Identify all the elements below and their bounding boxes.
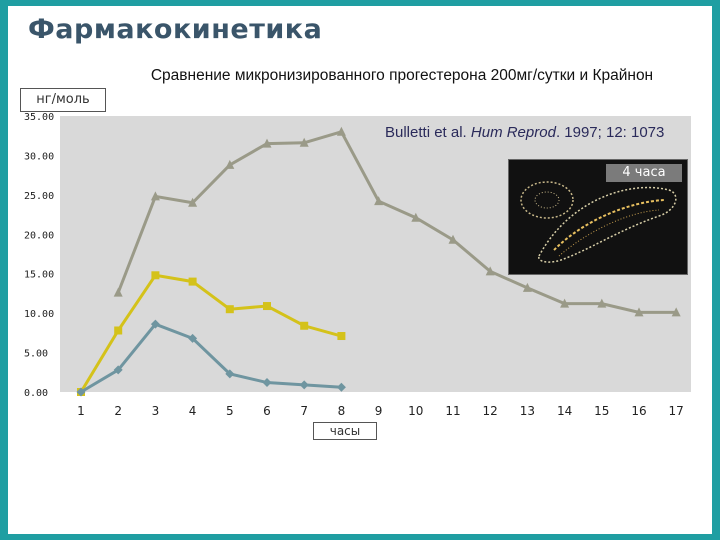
citation-author: Bulletti et al. — [385, 124, 471, 141]
data-point-diamond — [262, 378, 272, 388]
data-point-diamond — [225, 369, 235, 379]
slide-title: Фармакокинетика — [28, 14, 323, 45]
x-axis-label: часы — [313, 422, 377, 440]
x-tick-label: 15 — [594, 404, 609, 418]
caption-line-2-text: Prometrium administered orally in postme… — [40, 483, 444, 500]
data-point-triangle — [262, 138, 272, 148]
x-tick-label: 17 — [669, 404, 684, 418]
citation-rest: . 1997; 12: 1073 — [555, 124, 665, 141]
x-tick-label: 9 — [375, 404, 383, 418]
series-line — [79, 273, 342, 393]
data-point-square — [300, 321, 309, 330]
data-point-diamond — [76, 387, 86, 397]
data-point-triangle — [522, 282, 532, 292]
data-point-triangle — [485, 266, 495, 276]
y-tick-label: 25.00 — [24, 191, 54, 202]
x-tick-label: 4 — [189, 404, 197, 418]
y-tick-label: 15.00 — [24, 270, 54, 281]
data-point-triangle — [113, 287, 123, 297]
data-point-square — [188, 277, 197, 286]
data-point-triangle — [597, 298, 607, 308]
data-point-square — [225, 305, 234, 314]
data-point-triangle — [150, 191, 160, 201]
tissue-illustration — [520, 181, 677, 263]
x-tick-label: 10 — [408, 404, 423, 418]
caption: Comparison of the pharmacokinetics of Cr… — [40, 460, 710, 523]
x-tick-label: 7 — [300, 404, 308, 418]
y-tick-label: 5.00 — [24, 349, 48, 360]
data-point-triangle — [411, 212, 421, 222]
y-tick-label: 10.00 — [24, 309, 54, 320]
caption-line-2: Prometrium administered orally in postme… — [40, 481, 710, 502]
x-tick-label: 11 — [445, 404, 460, 418]
x-tick-label: 8 — [338, 404, 346, 418]
data-point-triangle — [225, 159, 235, 169]
x-tick-label: 16 — [631, 404, 646, 418]
x-tick-label: 1 — [77, 404, 85, 418]
caption-line-1: Comparison of the pharmacokinetics of Cr… — [40, 462, 602, 479]
citation-journal: Hum Reprod — [470, 124, 556, 141]
data-point-triangle — [448, 234, 458, 244]
chart-title-text: Сравнение микронизированного прогестерон… — [150, 67, 654, 84]
y-axis-label: нг/моль — [20, 88, 106, 112]
data-point-triangle — [299, 137, 309, 147]
reference-link[interactable]: 3☆ — [443, 483, 466, 500]
x-tick-label: 3 — [152, 404, 160, 418]
x-tick-label: 2 — [114, 404, 122, 418]
citation: Bulletti et al. Hum Reprod. 1997; 12: 10… — [385, 124, 664, 141]
series-line — [116, 129, 677, 314]
data-point-square — [114, 326, 123, 335]
x-tick-label: 13 — [520, 404, 535, 418]
y-tick-label: 20.00 — [24, 230, 54, 241]
caption-line-3: Howard Levine (Pharm.D.) , N Watson, B.S… — [40, 504, 393, 521]
inset-time-badge: 4 часа — [606, 164, 682, 182]
x-tick-label: 12 — [483, 404, 498, 418]
x-tick-label: 5 — [226, 404, 234, 418]
x-tick-label: 6 — [263, 404, 271, 418]
data-point-triangle — [336, 126, 346, 136]
data-point-triangle — [188, 197, 198, 207]
y-tick-label: 30.00 — [24, 151, 54, 162]
data-point-diamond — [299, 380, 309, 390]
data-point-diamond — [188, 333, 198, 343]
data-point-triangle — [671, 307, 681, 317]
data-point-diamond — [113, 365, 123, 375]
x-tick-label: 14 — [557, 404, 572, 418]
y-tick-label: 0.00 — [24, 388, 48, 399]
series-line — [80, 322, 342, 394]
data-point-triangle — [374, 196, 384, 206]
data-point-triangle — [560, 298, 570, 308]
data-point-square — [337, 332, 346, 341]
data-point-diamond — [336, 382, 346, 392]
y-tick-label: 35.00 — [24, 112, 54, 123]
data-point-triangle — [634, 307, 644, 317]
chart-title: Сравнение микронизированного прогестерон… — [112, 66, 692, 86]
data-point-square — [151, 271, 160, 280]
data-point-diamond — [150, 319, 160, 329]
data-point-square — [263, 302, 271, 311]
